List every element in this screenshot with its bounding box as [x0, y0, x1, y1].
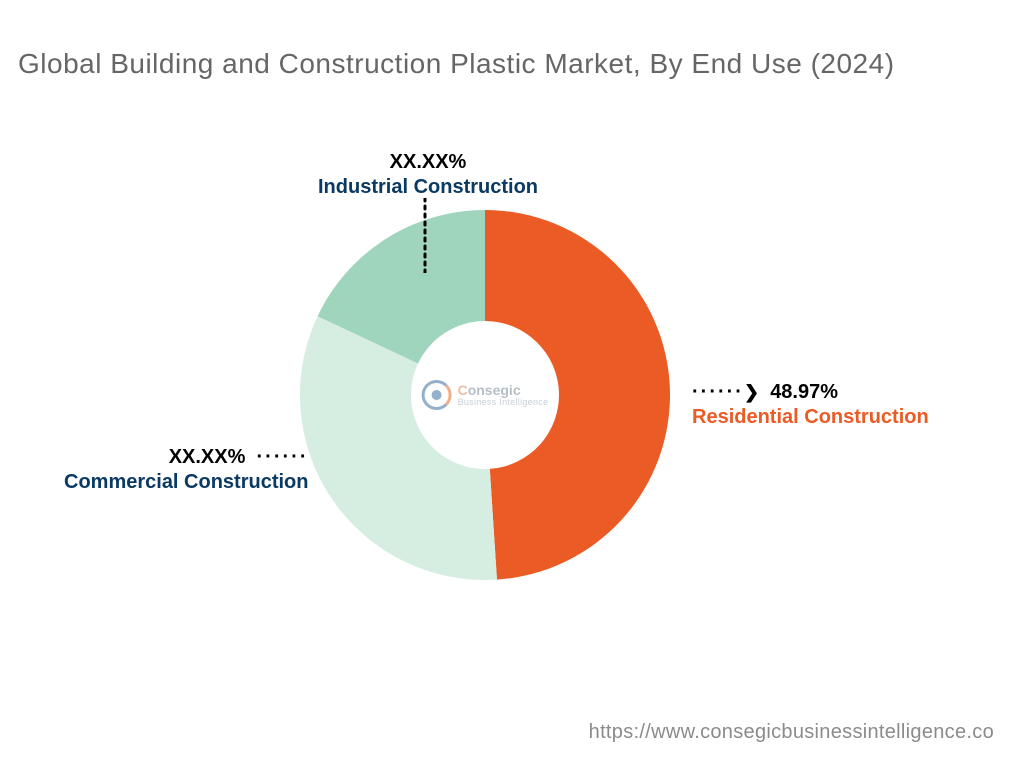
leader-dots-icon: ······ — [692, 381, 744, 403]
logo-line2: Business Intelligence — [458, 398, 549, 407]
logo-line1-prefix: C — [458, 382, 468, 398]
donut-chart: Consegic Business Intelligence — [300, 210, 670, 580]
slice-label-industrial: XX.XX% Industrial Construction — [318, 150, 538, 200]
arrow-icon: ❯ — [744, 382, 759, 402]
slice-label-commercial: XX.XX% ······ Commercial Construction — [64, 445, 308, 495]
residential-pct: 48.97% — [770, 381, 838, 403]
logo-mark-icon — [422, 380, 452, 410]
logo-line1-rest: onsegic — [468, 382, 521, 398]
commercial-pct: XX.XX% — [169, 446, 246, 468]
chart-area: Consegic Business Intelligence ······❯ 4… — [0, 150, 1024, 670]
industrial-name: Industrial Construction — [318, 175, 538, 200]
center-watermark-logo: Consegic Business Intelligence — [422, 380, 549, 410]
donut-slice — [300, 316, 497, 580]
commercial-name: Commercial Construction — [64, 470, 308, 495]
footer-source-url: https://www.consegicbusinessintelligence… — [589, 721, 994, 744]
leader-line-industrial — [420, 198, 430, 273]
industrial-pct: XX.XX% — [390, 151, 467, 173]
leader-dots-icon: ······ — [257, 446, 309, 468]
slice-label-residential: ······❯ 48.97% Residential Construction — [692, 380, 929, 430]
chart-title: Global Building and Construction Plastic… — [18, 48, 1006, 80]
residential-name: Residential Construction — [692, 405, 929, 430]
